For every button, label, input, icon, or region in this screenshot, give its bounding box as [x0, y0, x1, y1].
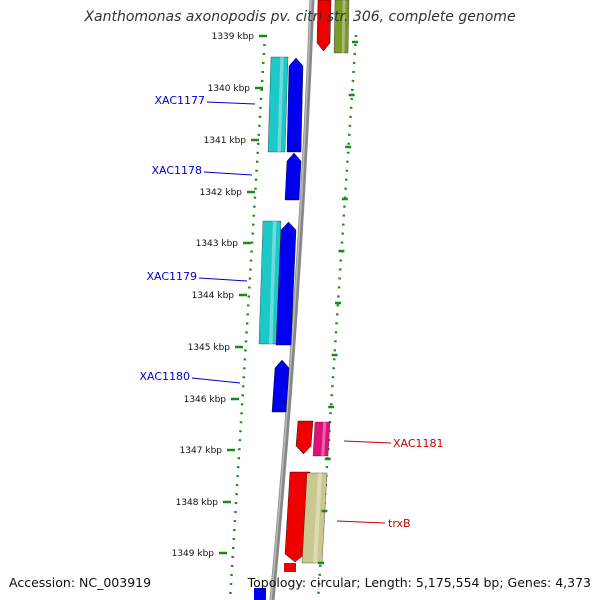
gene-label-leader: [203, 171, 253, 176]
tick-label: 1340 kbp: [208, 84, 251, 94]
feature-block-trxb-shade: [313, 473, 322, 563]
cds-arrow-xac1178: [284, 152, 302, 201]
kbp-ticks: 1339 kbp 1340 kbp 1341 kbp 1342 kbp 1343 kbp…: [172, 32, 358, 565]
gene-label-leader: [206, 101, 256, 105]
feature-block-xac1177-shade: [277, 57, 284, 152]
feature-block-xac1181-shade: [321, 422, 327, 456]
gene-label-leader: [343, 440, 392, 444]
olive-feature-block-shade: [341, 0, 346, 53]
gene-label-leader: [336, 520, 386, 524]
tick-label: 1345 kbp: [188, 343, 231, 353]
cds-arrow-xac1180: [271, 359, 290, 413]
gene-label-leader: [198, 277, 248, 282]
genome-backbone-line: [269, 0, 315, 600]
tick-label: 1343 kbp: [196, 239, 239, 249]
forward-cds-stub: [254, 588, 266, 600]
feature-block-xac1179-shade: [268, 221, 277, 344]
tick-label: 1347 kbp: [180, 446, 223, 456]
feature-block-xac1181: [312, 421, 331, 457]
genome-backbone-highlight: [270, 0, 312, 600]
tick-label: 1339 kbp: [212, 32, 255, 42]
tick-label: 1346 kbp: [184, 395, 227, 405]
reverse-cds-stub: [284, 563, 296, 572]
tick-label: 1348 kbp: [176, 498, 219, 508]
gene-labels: XAC1177 XAC1178 XAC1179 XAC1180 XAC1181 trxB: [139, 94, 443, 530]
genome-summary-text: Topology: circular; Length: 5,175,554 bp…: [247, 575, 591, 590]
tick-label: 1344 kbp: [192, 291, 235, 301]
gene-label: XAC1180: [139, 370, 190, 383]
gene-label: XAC1181: [393, 437, 444, 450]
feature-block-xac1177: [267, 56, 289, 153]
cds-arrow-xac1177: [286, 57, 304, 153]
gene-label: XAC1179: [146, 270, 197, 283]
accession-text: Accession: NC_003919: [9, 575, 152, 590]
olive-feature-block: [333, 0, 350, 54]
gene-label-leader: [191, 377, 241, 384]
genome-title: Xanthomonas axonopodis pv. citri str. 30…: [84, 9, 516, 25]
tick-label: 1342 kbp: [200, 188, 243, 198]
gene-label: XAC1177: [154, 94, 205, 107]
gene-features: [254, 0, 350, 600]
gene-label: XAC1178: [151, 164, 202, 177]
tick-label: 1341 kbp: [204, 136, 247, 146]
gene-label: trxB: [388, 517, 411, 530]
tick-label: 1349 kbp: [172, 549, 215, 559]
reverse-cds-arrow: [316, 0, 332, 52]
reverse-cds-arrow-1181a: [295, 420, 314, 455]
cds-arrow-xac1179: [275, 221, 297, 346]
genome-backbone: [269, 0, 315, 600]
